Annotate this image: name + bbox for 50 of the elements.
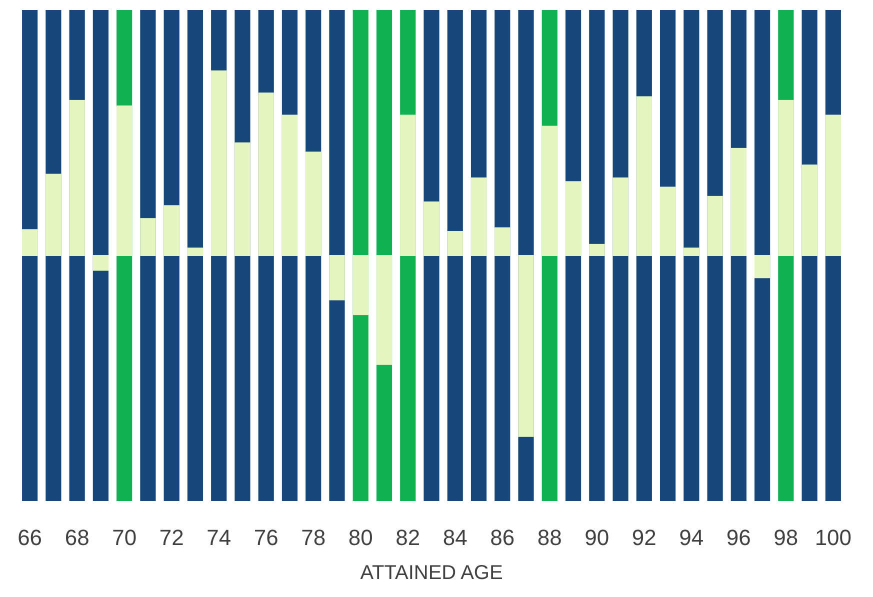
- x-tick-label: 94: [679, 525, 704, 550]
- x-tick-label: 92: [632, 525, 656, 550]
- x-axis-title: ATTAINED AGE: [360, 562, 503, 584]
- bar: [825, 114, 842, 256]
- bar: [660, 186, 676, 256]
- x-tick-label: 66: [18, 525, 42, 550]
- bar: [400, 114, 416, 256]
- x-tick-label: 80: [348, 525, 373, 550]
- bar: [589, 244, 605, 256]
- x-tick-label: 90: [584, 525, 610, 550]
- bar: [92, 255, 109, 271]
- bar: [470, 177, 487, 256]
- x-tick-label: 76: [254, 525, 278, 550]
- x-tick-label: 96: [726, 525, 751, 550]
- bar: [234, 142, 250, 256]
- bar: [802, 164, 818, 256]
- bar: [69, 100, 85, 256]
- x-tick-label: 100: [814, 525, 852, 550]
- bar: [754, 255, 770, 278]
- bar: [116, 105, 132, 256]
- bar: [684, 248, 700, 256]
- bar: [447, 231, 463, 256]
- x-tick-label: 72: [159, 525, 184, 550]
- bar: [494, 227, 510, 256]
- bar: [352, 255, 368, 316]
- x-tick-label: 84: [442, 525, 468, 550]
- x-tick-label: 98: [774, 525, 798, 550]
- x-tick-label: 88: [537, 525, 562, 550]
- bar: [187, 248, 204, 256]
- bar: [636, 96, 652, 256]
- x-tick-label: 74: [206, 525, 232, 550]
- bar: [565, 181, 582, 256]
- bar: [22, 229, 38, 256]
- bar: [730, 148, 746, 256]
- bar: [140, 218, 156, 256]
- bar: [282, 114, 298, 256]
- x-tick-label: 78: [301, 525, 326, 550]
- bar: [778, 100, 794, 256]
- bar: [46, 174, 62, 256]
- x-tick-label: 70: [112, 525, 137, 550]
- x-tick-label: 82: [396, 525, 420, 550]
- bar: [306, 152, 322, 256]
- bar: [424, 201, 440, 256]
- bar: [542, 126, 558, 256]
- x-tick-label: 86: [490, 525, 515, 550]
- bar: [376, 255, 392, 365]
- x-tick-label: 68: [64, 525, 90, 550]
- bar: [612, 177, 628, 256]
- bar: [164, 205, 180, 256]
- bar: [707, 196, 723, 256]
